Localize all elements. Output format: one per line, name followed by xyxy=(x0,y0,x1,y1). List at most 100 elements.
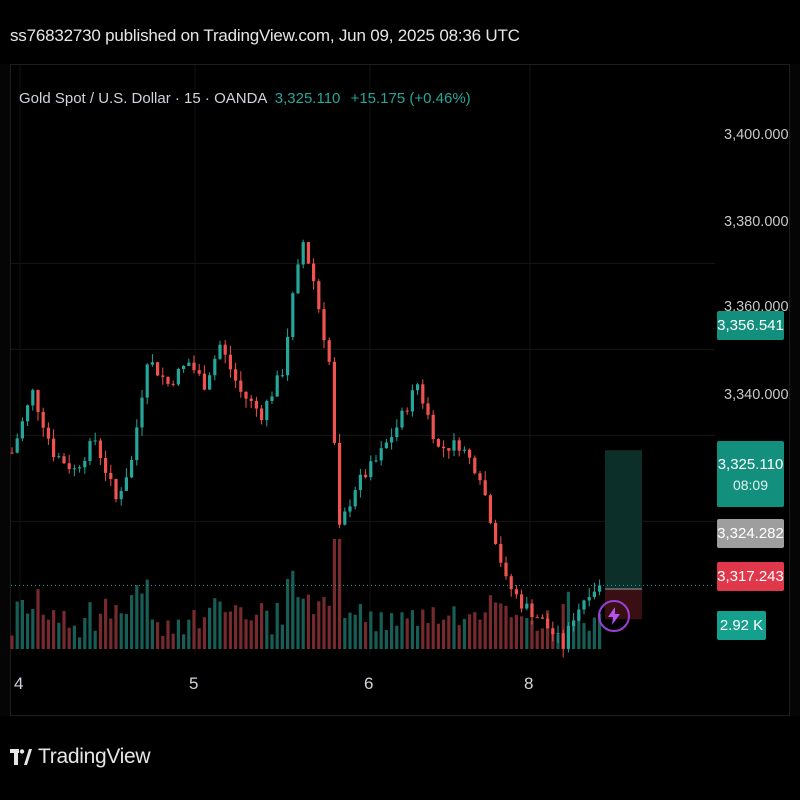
volume-bar xyxy=(286,578,290,649)
volume-bar xyxy=(20,600,24,649)
volume-bar xyxy=(499,603,503,649)
volume-bar xyxy=(10,635,14,649)
volume-bar xyxy=(582,623,586,649)
volume-bar xyxy=(384,630,388,649)
volume-bar xyxy=(540,628,544,649)
volume-bar xyxy=(462,618,466,649)
volume-bar xyxy=(546,610,550,649)
candle-body xyxy=(57,456,61,458)
candle-body xyxy=(322,309,326,341)
candle-body xyxy=(504,562,508,577)
brand-name: TradingView xyxy=(38,745,151,768)
volume-bar xyxy=(156,622,160,649)
candle-body xyxy=(530,603,534,618)
volume-bar xyxy=(93,630,97,649)
candle-body xyxy=(525,603,529,609)
volume-bar xyxy=(405,618,409,649)
candle-body xyxy=(514,589,518,595)
volume-bar xyxy=(41,614,45,649)
candle-body xyxy=(156,362,160,376)
candle-body xyxy=(244,391,248,399)
candle-body xyxy=(572,620,576,626)
candle-body xyxy=(228,354,232,370)
candle-body xyxy=(265,400,269,421)
candle-body xyxy=(447,448,451,451)
candle-body xyxy=(494,522,498,544)
candle-body xyxy=(384,442,388,449)
volume-bar xyxy=(67,627,71,649)
candle-body xyxy=(327,340,331,362)
volume-bar xyxy=(504,605,508,649)
symbol-legend[interactable]: Gold Spot / U.S. Dollar · 15 · OANDA 3,3… xyxy=(19,90,471,107)
volume-bar xyxy=(291,570,295,649)
brand[interactable]: TradingView xyxy=(10,745,151,769)
candle-body xyxy=(208,375,212,390)
candle-body xyxy=(286,337,290,376)
candle-body xyxy=(291,293,295,338)
chart-frame[interactable] xyxy=(10,64,790,716)
current-price-value: 3,325.110 xyxy=(717,455,784,473)
volume-bar xyxy=(332,539,336,649)
candle-body xyxy=(587,597,591,601)
volume-bar xyxy=(598,613,602,649)
lightning-bolt-icon[interactable] xyxy=(598,600,630,632)
volume-bar xyxy=(431,607,435,649)
candle-body xyxy=(488,495,492,523)
volume-bar xyxy=(135,585,139,649)
candle-body xyxy=(72,468,76,470)
stop-price-tag: 3,317.243 xyxy=(717,562,784,591)
volume-bar xyxy=(57,622,61,649)
candle-body xyxy=(10,452,14,454)
volume-bar xyxy=(442,619,446,649)
volume-bar xyxy=(46,619,50,649)
price-axis-label: 3,380.000 xyxy=(724,214,789,230)
candle-body xyxy=(109,472,113,479)
volume-bar xyxy=(197,628,201,649)
candle-body xyxy=(36,390,40,412)
volume-bar xyxy=(176,619,180,649)
current-price-tag: 3,325.110 08:09 xyxy=(717,441,784,507)
candle-body xyxy=(598,585,602,592)
candle-body xyxy=(390,437,394,443)
candle-body xyxy=(166,376,170,384)
candle-body xyxy=(239,380,243,392)
candle-body xyxy=(187,362,191,366)
volume-bar xyxy=(239,607,243,649)
candle-body xyxy=(582,600,586,610)
candle-body xyxy=(499,543,503,563)
candle-body xyxy=(140,397,144,428)
tradingview-logo-icon xyxy=(10,749,32,765)
volume-bar xyxy=(145,579,149,649)
volume-bar xyxy=(218,601,222,649)
volume-bar xyxy=(270,634,274,649)
volume-bar xyxy=(275,602,279,649)
volume-bar xyxy=(488,595,492,649)
candle-body xyxy=(83,460,87,468)
candle-body xyxy=(520,594,524,609)
volume-bar xyxy=(478,619,482,649)
bar-countdown: 08:09 xyxy=(732,476,769,493)
candle-body xyxy=(317,281,321,310)
target-price-tag: 3,356.541 xyxy=(717,311,784,340)
volume-bar xyxy=(280,624,284,649)
candle-body xyxy=(130,460,134,478)
candle-body xyxy=(556,633,560,635)
candle-body xyxy=(301,242,305,265)
candle-body xyxy=(379,448,383,461)
volume-bar xyxy=(104,598,108,649)
candle-body xyxy=(473,457,477,474)
volume-bar xyxy=(530,620,534,649)
candle-body xyxy=(306,242,310,264)
volume-bar xyxy=(182,634,186,649)
volume-bar xyxy=(369,611,373,649)
candle-body xyxy=(135,427,139,461)
candle-body xyxy=(395,427,399,438)
candle-body xyxy=(150,362,154,365)
candle-body xyxy=(275,375,279,397)
candle-body xyxy=(93,440,97,442)
candle-body xyxy=(421,384,425,404)
volume-tag: 2.92 K xyxy=(717,611,766,640)
volume-bar xyxy=(317,601,321,649)
volume-bar xyxy=(421,609,425,649)
